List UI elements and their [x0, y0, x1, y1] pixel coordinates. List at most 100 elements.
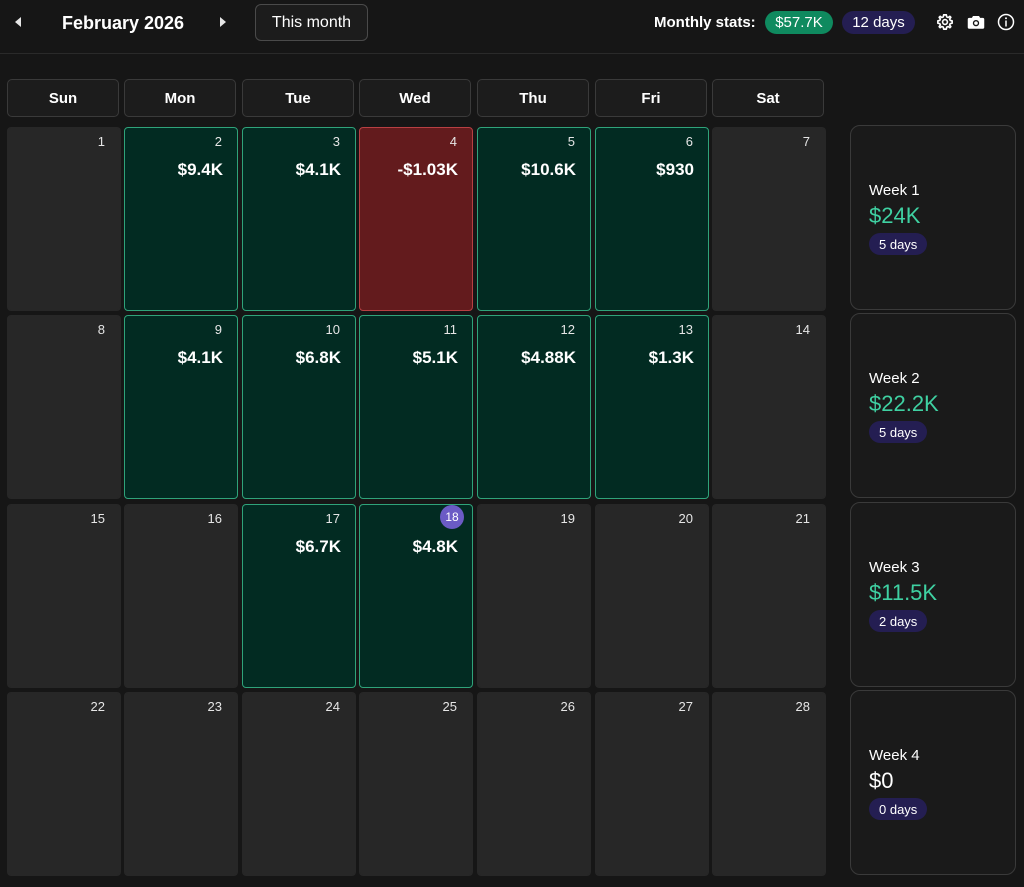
- week-label: Week 2: [869, 370, 920, 387]
- day-cell-13[interactable]: 13 $1.3K: [595, 315, 709, 499]
- day-number: 10: [325, 322, 340, 337]
- day-number: 19: [560, 511, 575, 526]
- weekday-sat: Sat: [712, 79, 824, 117]
- day-number: 12: [560, 322, 575, 337]
- weekday-sun: Sun: [7, 79, 119, 117]
- month-title: February 2026: [62, 13, 185, 33]
- week-summary-card[interactable]: Week 2 $22.2K 5 days: [850, 313, 1016, 498]
- day-pnl: $5.1K: [412, 348, 458, 367]
- weekday-thu: Thu: [477, 79, 589, 117]
- day-cell-19[interactable]: 19: [477, 504, 591, 688]
- day-cell-28[interactable]: 28: [712, 692, 826, 876]
- weekday-wed: Wed: [359, 79, 471, 117]
- today-marker: 18: [440, 505, 464, 529]
- day-number: 13: [678, 322, 693, 337]
- day-pnl: $6.7K: [295, 537, 341, 556]
- monthly-stats-label: Monthly stats:: [654, 14, 756, 31]
- day-number: 16: [207, 511, 222, 526]
- day-number: 7: [802, 134, 810, 149]
- day-cell-23[interactable]: 23: [124, 692, 238, 876]
- day-cell-22[interactable]: 22: [7, 692, 121, 876]
- day-pnl: $1.3K: [648, 348, 694, 367]
- day-number: 22: [90, 699, 105, 714]
- monthly-days-badge: 12 days: [842, 11, 915, 34]
- week-days-badge: 0 days: [869, 798, 928, 820]
- day-cell-26[interactable]: 26: [477, 692, 591, 876]
- day-number: 9: [214, 322, 222, 337]
- day-pnl: $4.1K: [295, 160, 341, 179]
- day-pnl: $930: [656, 160, 694, 179]
- day-number: 26: [560, 699, 575, 714]
- day-cell-15[interactable]: 15: [7, 504, 121, 688]
- weekday-fri: Fri: [595, 79, 707, 117]
- day-pnl: $4.8K: [412, 537, 458, 556]
- day-cell-18[interactable]: 18 $4.8K: [359, 504, 473, 688]
- day-cell-6[interactable]: 6 $930: [595, 127, 709, 311]
- day-cell-8[interactable]: 8: [7, 315, 121, 499]
- day-number: 28: [795, 699, 810, 714]
- week-summary-card[interactable]: Week 1 $24K 5 days: [850, 125, 1016, 310]
- day-number: 5: [567, 134, 575, 149]
- day-cell-16[interactable]: 16: [124, 504, 238, 688]
- day-cell-10[interactable]: 10 $6.8K: [242, 315, 356, 499]
- day-cell-1[interactable]: 1: [7, 127, 121, 311]
- day-number: 23: [207, 699, 222, 714]
- day-cell-3[interactable]: 3 $4.1K: [242, 127, 356, 311]
- week-total: $11.5K: [869, 580, 938, 605]
- monthly-total-badge: $57.7K: [765, 11, 833, 34]
- day-number: 11: [443, 322, 458, 337]
- gear-icon[interactable]: [935, 12, 955, 32]
- week-summary-card[interactable]: Week 3 $11.5K 2 days: [850, 502, 1016, 687]
- day-pnl: $6.8K: [295, 348, 341, 367]
- day-number: 6: [685, 134, 693, 149]
- week-days-badge: 2 days: [869, 610, 928, 632]
- day-number: 17: [325, 511, 340, 526]
- caret-left-icon[interactable]: [8, 12, 28, 32]
- day-cell-5[interactable]: 5 $10.6K: [477, 127, 591, 311]
- day-cell-14[interactable]: 14: [712, 315, 826, 499]
- day-number: 1: [97, 134, 105, 149]
- day-cell-9[interactable]: 9 $4.1K: [124, 315, 238, 499]
- day-number: 15: [90, 511, 105, 526]
- week-days-badge: 5 days: [869, 421, 928, 443]
- day-number: 20: [678, 511, 693, 526]
- day-number: 27: [678, 699, 693, 714]
- day-number: 25: [442, 699, 457, 714]
- day-number: 3: [332, 134, 340, 149]
- day-cell-12[interactable]: 12 $4.88K: [477, 315, 591, 499]
- day-pnl: $10.6K: [521, 160, 576, 179]
- day-cell-4[interactable]: 4 -$1.03K: [359, 127, 473, 311]
- day-cell-21[interactable]: 21: [712, 504, 826, 688]
- day-cell-2[interactable]: 2 $9.4K: [124, 127, 238, 311]
- info-icon[interactable]: [996, 12, 1016, 32]
- day-pnl: $4.88K: [521, 348, 576, 367]
- caret-right-icon[interactable]: [213, 12, 233, 32]
- day-cell-7[interactable]: 7: [712, 127, 826, 311]
- week-summary-card[interactable]: Week 4 $0 0 days: [850, 690, 1016, 875]
- this-month-button[interactable]: This month: [255, 4, 368, 41]
- week-total: $24K: [869, 203, 921, 228]
- week-total: $0: [869, 768, 894, 793]
- day-number: 24: [325, 699, 340, 714]
- week-label: Week 1: [869, 182, 920, 199]
- top-bar: February 2026 This month Monthly stats: …: [0, 0, 1024, 54]
- day-cell-11[interactable]: 11 $5.1K: [359, 315, 473, 499]
- day-cell-17[interactable]: 17 $6.7K: [242, 504, 356, 688]
- weekday-tue: Tue: [242, 79, 354, 117]
- day-cell-20[interactable]: 20: [595, 504, 709, 688]
- day-cell-24[interactable]: 24: [242, 692, 356, 876]
- day-pnl: $4.1K: [177, 348, 223, 367]
- weekday-mon: Mon: [124, 79, 236, 117]
- week-total: $22.2K: [869, 391, 939, 416]
- day-number: 14: [795, 322, 810, 337]
- week-label: Week 4: [869, 747, 920, 764]
- camera-icon[interactable]: [966, 12, 986, 32]
- week-label: Week 3: [869, 559, 920, 576]
- day-number: 8: [97, 322, 105, 337]
- day-cell-27[interactable]: 27: [595, 692, 709, 876]
- week-days-badge: 5 days: [869, 233, 928, 255]
- day-pnl: -$1.03K: [397, 160, 458, 179]
- day-cell-25[interactable]: 25: [359, 692, 473, 876]
- day-pnl: $9.4K: [177, 160, 223, 179]
